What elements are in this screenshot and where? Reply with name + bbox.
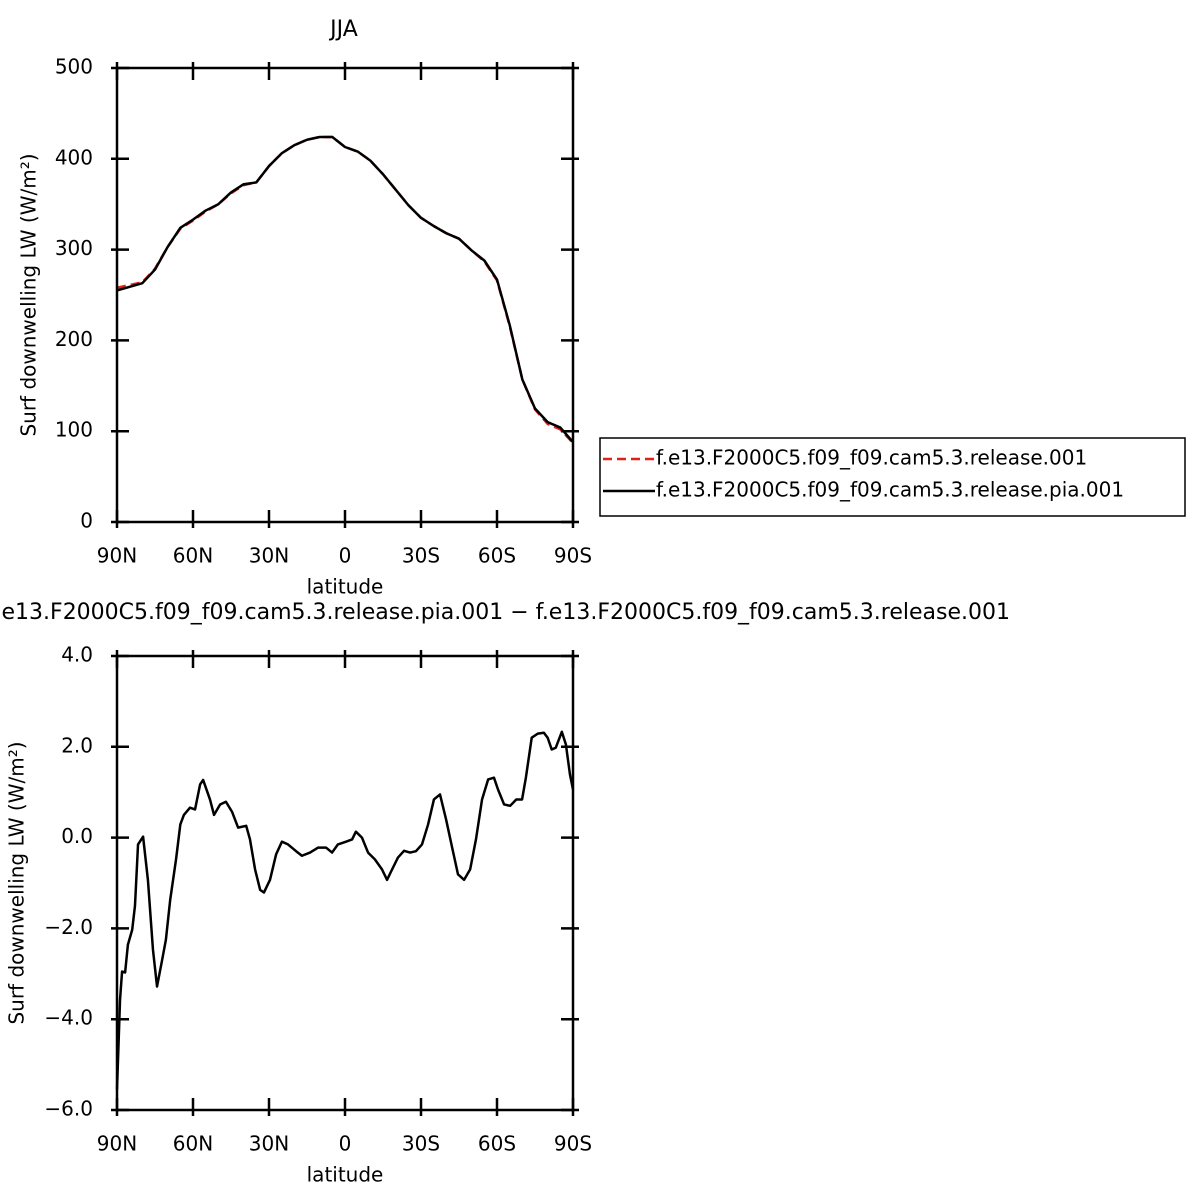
y-tick-label: 2.0 [61, 733, 93, 757]
x-tick-label: 60S [478, 544, 516, 568]
x-tick-label: 90S [554, 544, 592, 568]
x-axis-label: latitude [307, 575, 384, 599]
plot-frame [115, 66, 575, 524]
legend-label: f.e13.F2000C5.f09_f09.cam5.3.release.001 [656, 446, 1087, 470]
y-tick-label: 4.0 [61, 643, 93, 667]
x-tick-label: 30N [249, 1132, 289, 1156]
y-axis-label: Surf downwelling LW (W/m²) [5, 741, 29, 1024]
chart-title: JJA [328, 17, 358, 42]
x-tick-label: 60N [173, 544, 213, 568]
plot-frame [115, 654, 575, 1112]
y-tick-label: −2.0 [44, 915, 93, 939]
x-axis-label: latitude [307, 1163, 384, 1187]
series-line [115, 730, 575, 1090]
x-tick-label: 0 [339, 544, 352, 568]
y-tick-label: 100 [55, 418, 93, 442]
x-tick-label: 0 [339, 1132, 352, 1156]
x-tick-label: 30N [249, 544, 289, 568]
series-line [116, 135, 574, 444]
y-tick-label: 200 [55, 327, 93, 351]
x-tick-label: 90N [97, 544, 137, 568]
legend-label: f.e13.F2000C5.f09_f09.cam5.3.release.pia… [656, 478, 1124, 502]
y-axis-label: Surf downwelling LW (W/m²) [17, 153, 41, 436]
y-tick-label: 500 [55, 55, 93, 79]
x-tick-label: 30S [402, 544, 440, 568]
x-tick-label: 30S [402, 1132, 440, 1156]
y-tick-label: 300 [55, 236, 93, 260]
y-tick-label: −4.0 [44, 1006, 93, 1030]
series-line [116, 135, 574, 443]
y-tick-label: −6.0 [44, 1097, 93, 1121]
x-tick-label: 60S [478, 1132, 516, 1156]
y-tick-label: 0.0 [61, 824, 93, 848]
chart-title: f.e13.F2000C5.f09_f09.cam5.3.release.pia… [0, 600, 1010, 625]
x-tick-label: 90N [97, 1132, 137, 1156]
x-tick-label: 60N [173, 1132, 213, 1156]
y-tick-label: 0 [80, 509, 93, 533]
x-tick-label: 90S [554, 1132, 592, 1156]
y-tick-label: 400 [55, 145, 93, 169]
legend-box [599, 437, 1186, 517]
